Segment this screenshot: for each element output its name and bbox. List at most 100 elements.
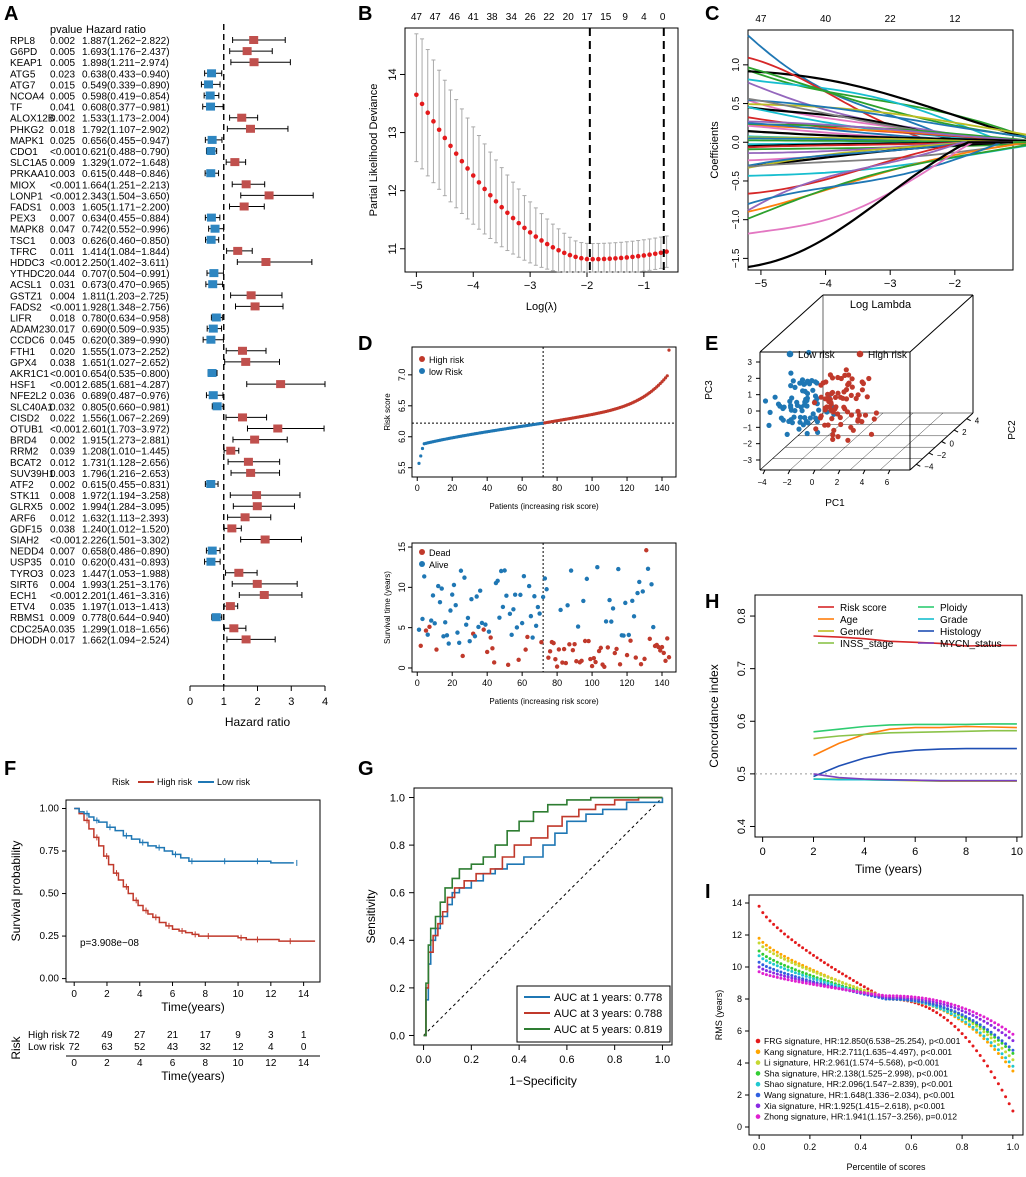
risk-table-count: 72 <box>69 1042 81 1053</box>
risk-table-count: 49 <box>101 1030 113 1041</box>
cv-point <box>590 256 595 262</box>
rms-point <box>982 1059 986 1063</box>
rms-point <box>819 984 823 988</box>
rms-point <box>826 963 830 967</box>
rms-point <box>909 995 913 999</box>
rms-point <box>884 994 888 998</box>
rms-point <box>938 1004 942 1008</box>
pca-point <box>848 424 854 430</box>
x-tick-label: 2 <box>810 846 816 858</box>
pca-point <box>767 409 773 415</box>
risk-table-count: 12 <box>233 1042 245 1053</box>
rms-point <box>851 979 855 982</box>
rms-point <box>775 960 779 964</box>
rms-point <box>779 973 783 977</box>
pvalue-label: 0.038 <box>50 524 75 535</box>
y-tick-label: 2 <box>737 1090 742 1100</box>
survival-point <box>607 597 612 603</box>
gene-label: SLC40A1 <box>10 402 53 413</box>
pca-point <box>800 422 807 428</box>
hr-ci-label: 0.549(0.339−0.890) <box>82 80 170 91</box>
gene-label: ECH1 <box>10 591 37 602</box>
hr-square <box>241 635 251 644</box>
x-tick-label: −4 <box>467 280 480 292</box>
cv-point <box>510 215 516 221</box>
hr-square <box>239 202 249 211</box>
legend-label: Gender <box>840 627 874 638</box>
rms-point <box>775 972 779 976</box>
y-tick-label: 1.00 <box>40 804 60 815</box>
cv-point <box>573 254 578 260</box>
pca-point <box>805 420 811 426</box>
survival-point <box>472 634 478 639</box>
rms-point <box>938 1007 942 1011</box>
x-tick-label: 40 <box>482 483 492 493</box>
survival-point <box>436 583 441 589</box>
hr-ci-label: 1.651(1.027−2.652) <box>82 358 170 369</box>
y-tick-label: −2 <box>743 440 753 449</box>
rms-point <box>837 979 841 983</box>
rms-point <box>779 952 783 956</box>
rms-point <box>830 965 834 969</box>
concordance-panel: 0 2 4 6 8 10 0.4 0.5 0.6 0.7 0.8 Time (years) Concor… <box>707 594 1023 876</box>
floor-grid <box>849 412 914 471</box>
pca-point <box>814 419 821 425</box>
x-tick <box>787 469 791 475</box>
rms-point <box>783 977 786 981</box>
rms-point <box>761 940 765 944</box>
survival-point <box>544 587 549 592</box>
survival-point <box>647 636 652 642</box>
rms-point <box>978 1023 982 1027</box>
survival-point <box>609 619 614 624</box>
hr-square <box>250 302 260 311</box>
roc-panel: 0.0 0.2 0.4 0.6 0.8 1.0 0.0 0.2 0.4 0.6 0.8 1.0 1−Sp… <box>364 787 673 1088</box>
legend-dot <box>755 1114 761 1119</box>
rms-point <box>996 1043 1000 1047</box>
y-tick-label: 0 <box>737 1122 742 1132</box>
rms-point <box>920 996 924 1000</box>
rms-point <box>841 987 844 991</box>
x-tick-label: 4 <box>322 696 328 708</box>
survival-point <box>491 660 497 665</box>
rms-point <box>986 1021 989 1025</box>
pca-point <box>835 374 841 381</box>
pca-point <box>797 414 804 420</box>
survival-point <box>516 657 521 663</box>
rms-point <box>949 1008 953 1012</box>
gene-label: NEDD4 <box>10 547 44 558</box>
y-tick-label: 0.5 <box>731 96 742 110</box>
rms-point <box>996 1028 1000 1032</box>
cindex-line <box>813 723 1017 733</box>
legend-label-high: High risk <box>868 350 908 361</box>
rms-point <box>978 1013 982 1017</box>
legend-label: AUC at 5 years: 0.819 <box>554 1024 662 1036</box>
rms-point <box>967 1008 971 1012</box>
survival-point <box>526 583 532 589</box>
hr-square <box>207 369 217 377</box>
rms-point <box>786 972 790 976</box>
y-tick-label: 0.7 <box>736 661 748 676</box>
survival-point <box>533 623 539 628</box>
rms-point <box>768 946 772 950</box>
hr-ci-label: 1.664(1.251−2.213) <box>82 180 170 191</box>
rms-point <box>779 929 783 933</box>
x-tick <box>762 469 766 475</box>
pca-point <box>801 381 807 387</box>
cv-point <box>476 180 482 185</box>
pvalue-label: 0.002 <box>50 480 75 491</box>
rms-point <box>783 967 786 971</box>
hr-ci-label: 0.638(0.433−0.940) <box>82 69 170 80</box>
pca-point <box>843 367 849 373</box>
rms-point <box>808 968 812 972</box>
rms-point <box>978 1054 982 1057</box>
pca-point <box>830 409 836 415</box>
survival-point <box>444 633 450 638</box>
survival-point <box>477 588 483 593</box>
rms-point <box>812 977 815 981</box>
rms-point <box>1011 1051 1015 1055</box>
rms-point <box>790 961 794 965</box>
gene-label: SLC1A5 <box>10 158 48 169</box>
x-tick-label: 0.2 <box>464 1054 479 1066</box>
rms-point <box>768 950 772 954</box>
pca-point <box>855 418 861 424</box>
